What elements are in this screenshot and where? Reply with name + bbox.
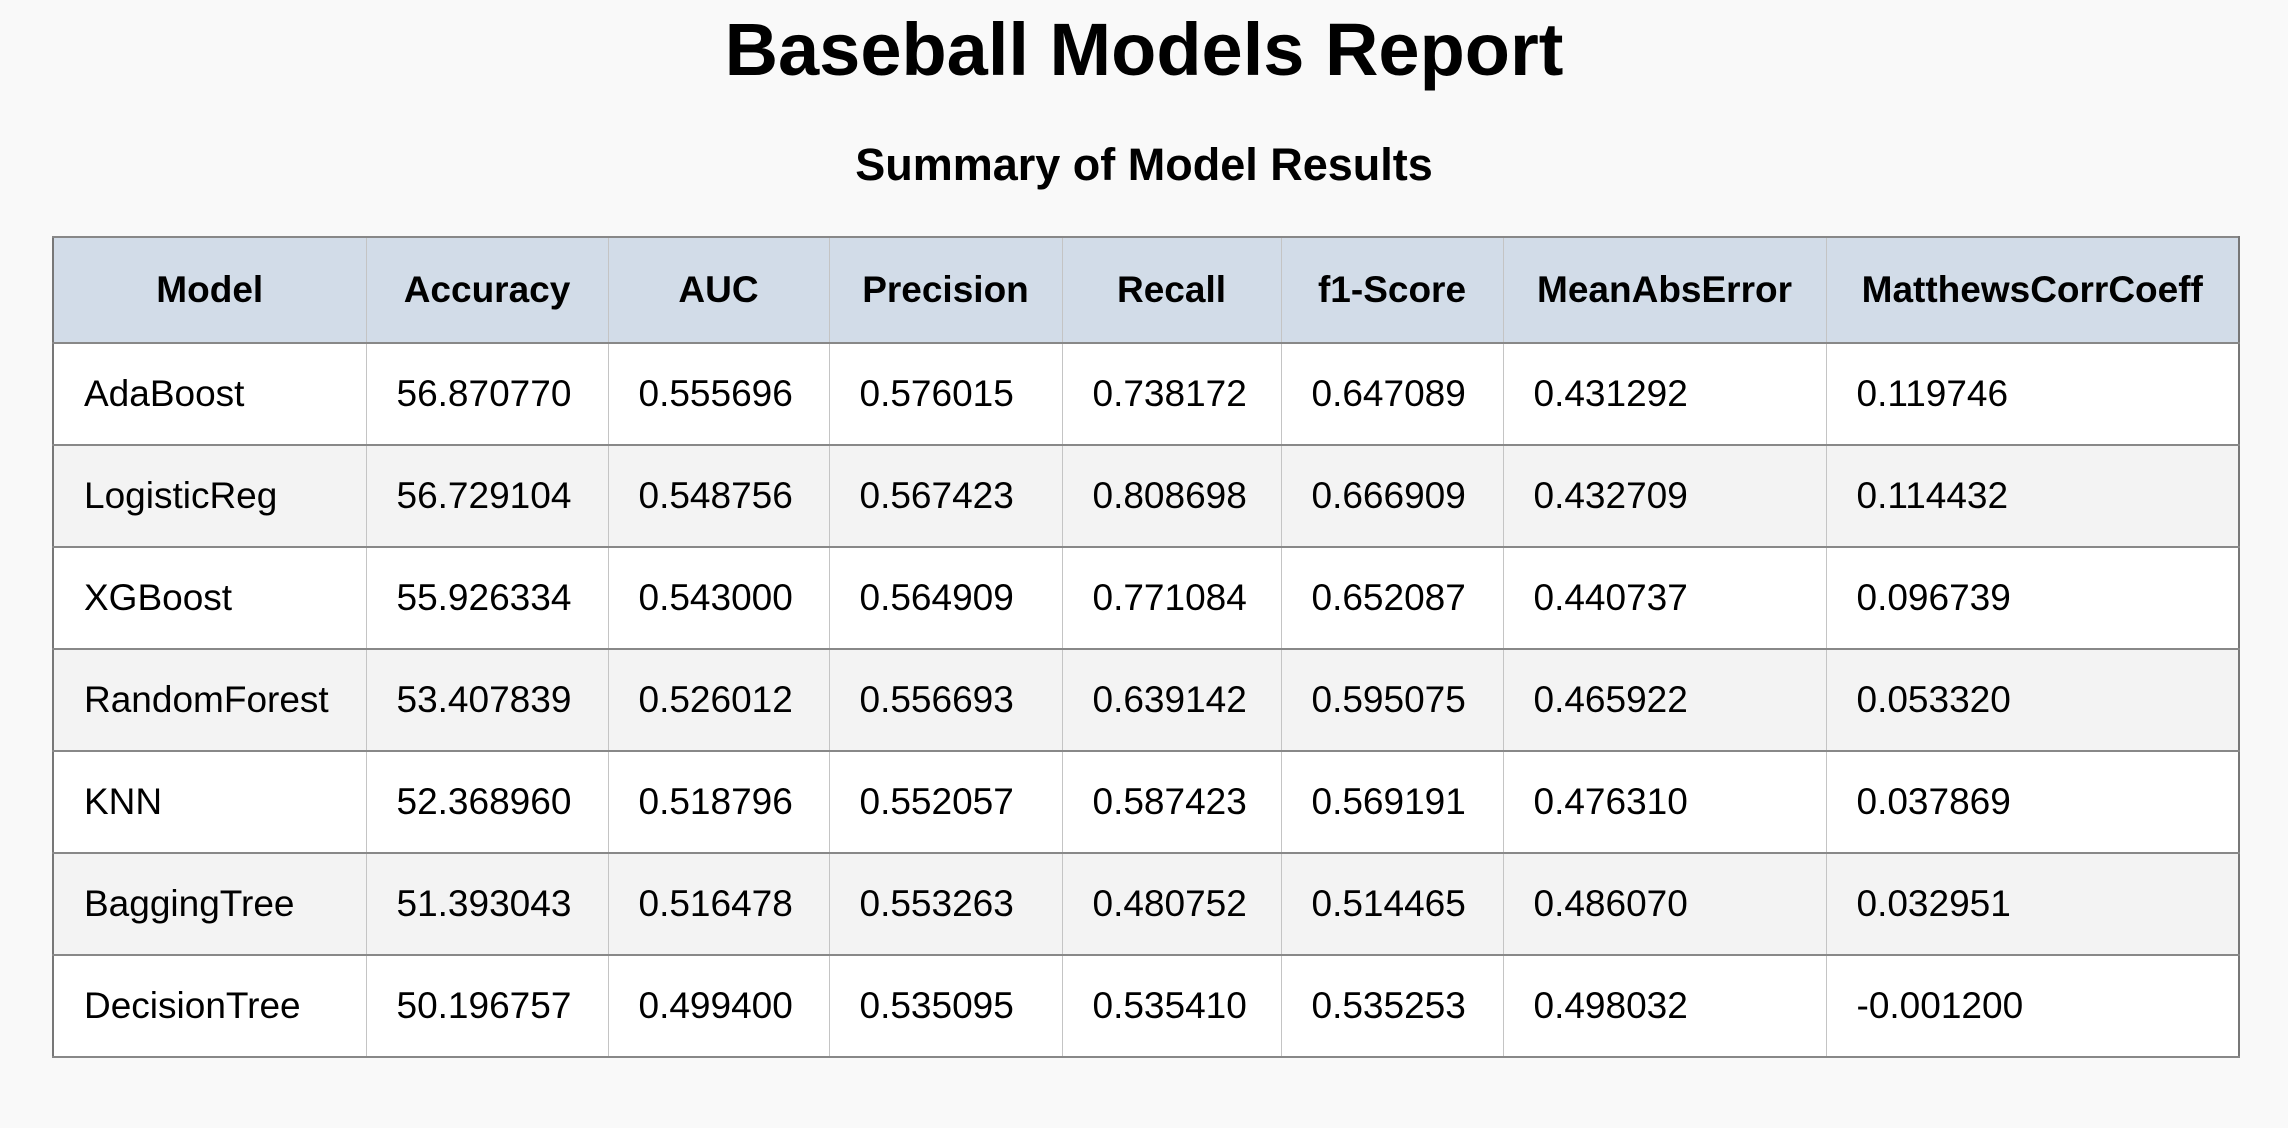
cell-accuracy: 56.729104 <box>365 444 609 548</box>
cell-recall: 0.738172 <box>1061 342 1282 446</box>
cell-f1-score: 0.569191 <box>1280 750 1504 854</box>
cell-auc: 0.499400 <box>607 954 830 1058</box>
table-body: AdaBoost 56.870770 0.555696 0.576015 0.7… <box>52 342 2240 1058</box>
page-subtitle: Summary of Model Results <box>855 139 1433 190</box>
cell-matthews-corr-coeff: 0.053320 <box>1825 648 2240 752</box>
cell-model: RandomForest <box>52 648 367 752</box>
cell-auc: 0.555696 <box>607 342 830 446</box>
cell-f1-score: 0.652087 <box>1280 546 1504 650</box>
cell-mean-abs-error: 0.476310 <box>1502 750 1827 854</box>
column-header-matthews-corr-coeff: MatthewsCorrCoeff <box>1825 236 2240 344</box>
cell-auc: 0.516478 <box>607 852 830 956</box>
cell-model: BaggingTree <box>52 852 367 956</box>
cell-matthews-corr-coeff: 0.119746 <box>1825 342 2240 446</box>
cell-f1-score: 0.535253 <box>1280 954 1504 1058</box>
cell-precision: 0.576015 <box>828 342 1063 446</box>
cell-mean-abs-error: 0.431292 <box>1502 342 1827 446</box>
cell-matthews-corr-coeff: 0.037869 <box>1825 750 2240 854</box>
column-header-auc: AUC <box>607 236 830 344</box>
page-title: Baseball Models Report <box>724 8 1564 91</box>
cell-model: AdaBoost <box>52 342 367 446</box>
table-row: DecisionTree 50.196757 0.499400 0.535095… <box>52 954 2240 1058</box>
cell-mean-abs-error: 0.465922 <box>1502 648 1827 752</box>
cell-auc: 0.543000 <box>607 546 830 650</box>
cell-accuracy: 56.870770 <box>365 342 609 446</box>
cell-precision: 0.567423 <box>828 444 1063 548</box>
table-row: RandomForest 53.407839 0.526012 0.556693… <box>52 648 2240 752</box>
cell-recall: 0.808698 <box>1061 444 1282 548</box>
cell-matthews-corr-coeff: 0.032951 <box>1825 852 2240 956</box>
cell-model: LogisticReg <box>52 444 367 548</box>
cell-auc: 0.526012 <box>607 648 830 752</box>
table-row: BaggingTree 51.393043 0.516478 0.553263 … <box>52 852 2240 956</box>
cell-accuracy: 51.393043 <box>365 852 609 956</box>
cell-f1-score: 0.666909 <box>1280 444 1504 548</box>
cell-matthews-corr-coeff: -0.001200 <box>1825 954 2240 1058</box>
cell-f1-score: 0.647089 <box>1280 342 1504 446</box>
cell-mean-abs-error: 0.432709 <box>1502 444 1827 548</box>
cell-f1-score: 0.595075 <box>1280 648 1504 752</box>
column-header-mean-abs-error: MeanAbsError <box>1502 236 1827 344</box>
table-header-row: Model Accuracy AUC Precision Recall f1-S… <box>52 236 2240 344</box>
column-header-f1-score: f1-Score <box>1280 236 1504 344</box>
cell-accuracy: 52.368960 <box>365 750 609 854</box>
cell-model: DecisionTree <box>52 954 367 1058</box>
cell-precision: 0.556693 <box>828 648 1063 752</box>
cell-mean-abs-error: 0.498032 <box>1502 954 1827 1058</box>
table-row: LogisticReg 56.729104 0.548756 0.567423 … <box>52 444 2240 548</box>
cell-model: KNN <box>52 750 367 854</box>
cell-accuracy: 50.196757 <box>365 954 609 1058</box>
cell-accuracy: 55.926334 <box>365 546 609 650</box>
cell-accuracy: 53.407839 <box>365 648 609 752</box>
cell-model: XGBoost <box>52 546 367 650</box>
cell-recall: 0.587423 <box>1061 750 1282 854</box>
cell-precision: 0.564909 <box>828 546 1063 650</box>
cell-precision: 0.535095 <box>828 954 1063 1058</box>
cell-f1-score: 0.514465 <box>1280 852 1504 956</box>
cell-recall: 0.535410 <box>1061 954 1282 1058</box>
cell-mean-abs-error: 0.440737 <box>1502 546 1827 650</box>
cell-mean-abs-error: 0.486070 <box>1502 852 1827 956</box>
cell-matthews-corr-coeff: 0.096739 <box>1825 546 2240 650</box>
cell-precision: 0.552057 <box>828 750 1063 854</box>
cell-recall: 0.771084 <box>1061 546 1282 650</box>
cell-auc: 0.548756 <box>607 444 830 548</box>
cell-recall: 0.480752 <box>1061 852 1282 956</box>
cell-recall: 0.639142 <box>1061 648 1282 752</box>
table-row: KNN 52.368960 0.518796 0.552057 0.587423… <box>52 750 2240 854</box>
model-results-table: Model Accuracy AUC Precision Recall f1-S… <box>52 236 2240 1058</box>
table-row: XGBoost 55.926334 0.543000 0.564909 0.77… <box>52 546 2240 650</box>
cell-auc: 0.518796 <box>607 750 830 854</box>
column-header-model: Model <box>52 236 367 344</box>
column-header-precision: Precision <box>828 236 1063 344</box>
table-row: AdaBoost 56.870770 0.555696 0.576015 0.7… <box>52 342 2240 446</box>
cell-matthews-corr-coeff: 0.114432 <box>1825 444 2240 548</box>
column-header-recall: Recall <box>1061 236 1282 344</box>
cell-precision: 0.553263 <box>828 852 1063 956</box>
column-header-accuracy: Accuracy <box>365 236 609 344</box>
